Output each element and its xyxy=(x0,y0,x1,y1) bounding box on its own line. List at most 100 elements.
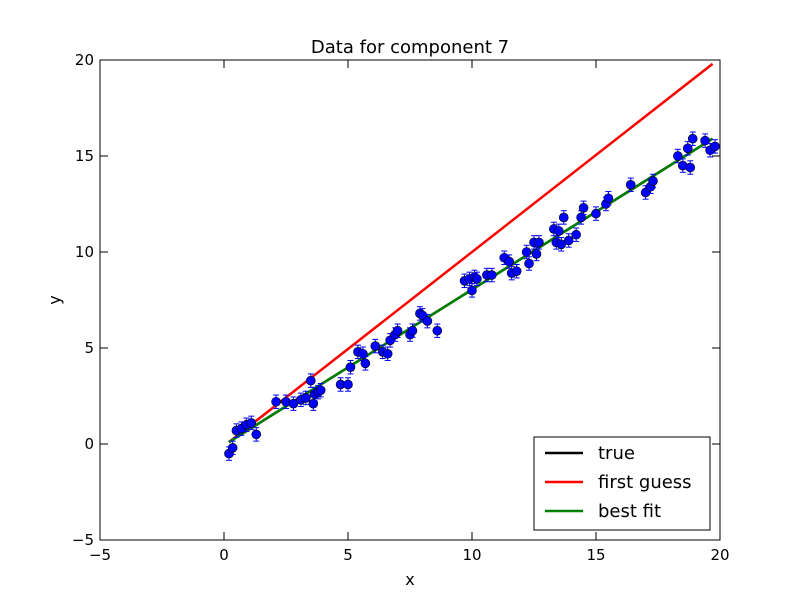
data-point xyxy=(358,346,368,361)
data-point xyxy=(603,191,614,206)
point-marker xyxy=(521,247,532,257)
point-marker xyxy=(710,141,720,152)
point-marker xyxy=(591,208,601,219)
series-lines xyxy=(228,62,714,444)
point-marker xyxy=(370,341,381,351)
point-marker xyxy=(648,176,658,186)
data-point xyxy=(345,359,356,375)
point-marker xyxy=(315,385,326,396)
point-marker xyxy=(504,256,515,267)
x-axis-ticks: −5 0 5 10 15 20 xyxy=(89,60,730,564)
y-tick-label: 20 xyxy=(75,51,94,69)
data-point xyxy=(407,323,418,338)
data-point xyxy=(382,346,393,361)
data-point xyxy=(524,256,534,271)
data-point xyxy=(673,148,683,164)
y-tick-label: 10 xyxy=(75,243,94,261)
data-point xyxy=(281,394,291,409)
point-marker xyxy=(301,393,311,403)
data-point xyxy=(343,377,353,392)
point-marker xyxy=(487,270,497,280)
data-point xyxy=(301,390,311,406)
point-marker xyxy=(343,379,353,390)
point-marker xyxy=(246,418,257,428)
x-tick-label: 15 xyxy=(586,546,605,564)
point-marker xyxy=(345,362,356,373)
data-point xyxy=(422,313,433,329)
point-marker xyxy=(511,266,522,277)
data-point xyxy=(534,235,544,250)
data-point xyxy=(271,394,281,409)
point-marker xyxy=(625,180,636,190)
data-point xyxy=(315,383,326,398)
point-marker xyxy=(422,316,433,326)
point-marker xyxy=(358,348,368,359)
x-tick-label: −5 xyxy=(89,546,111,564)
data-point xyxy=(576,210,586,225)
point-marker xyxy=(576,212,586,223)
y-tick-label: 15 xyxy=(75,147,94,165)
y-axis-label: y xyxy=(45,295,64,304)
point-marker xyxy=(271,396,281,407)
data-point xyxy=(360,356,371,371)
legend: true first guess best fit xyxy=(533,436,711,531)
chart-title: Data for component 7 xyxy=(311,37,509,58)
point-marker xyxy=(685,162,696,173)
point-marker xyxy=(432,325,443,336)
data-point xyxy=(685,160,696,175)
data-point xyxy=(251,427,262,442)
point-marker xyxy=(524,258,534,269)
legend-label-first-guess: first guess xyxy=(598,472,692,493)
point-marker xyxy=(251,429,262,440)
point-marker xyxy=(308,398,319,409)
point-marker xyxy=(682,143,693,154)
data-point xyxy=(648,173,658,189)
point-marker xyxy=(556,239,567,250)
y-tick-label: 5 xyxy=(84,339,94,357)
data-point xyxy=(571,227,581,242)
point-marker xyxy=(467,285,477,296)
series-line-first-guess xyxy=(228,62,714,444)
x-tick-label: 5 xyxy=(343,546,353,564)
point-marker xyxy=(305,375,316,386)
data-point xyxy=(370,338,381,354)
point-marker xyxy=(578,203,589,213)
point-marker xyxy=(673,151,683,161)
data-point xyxy=(432,323,443,338)
data-point xyxy=(511,263,522,279)
data-point xyxy=(472,271,482,287)
data-point xyxy=(710,139,720,154)
x-axis-label: x xyxy=(405,570,414,589)
point-marker xyxy=(392,325,403,336)
plot-frame xyxy=(99,59,721,541)
point-marker xyxy=(531,249,542,259)
legend-label-best-fit: best fit xyxy=(598,501,661,522)
data-points xyxy=(224,131,720,461)
data-point xyxy=(625,177,636,193)
data-point xyxy=(392,323,403,338)
data-point xyxy=(563,233,574,248)
point-marker xyxy=(288,398,299,409)
x-tick-label: 0 xyxy=(219,546,229,564)
point-marker xyxy=(687,133,698,144)
data-point xyxy=(288,396,299,411)
point-marker xyxy=(534,237,544,248)
point-marker xyxy=(563,235,574,246)
data-point xyxy=(687,131,698,146)
data-point xyxy=(227,440,238,456)
point-marker xyxy=(603,193,614,204)
point-marker xyxy=(558,212,569,223)
data-point xyxy=(558,210,569,225)
y-axis-ticks: −5 0 5 10 15 20 xyxy=(72,51,720,549)
legend-label-true: true xyxy=(598,443,635,464)
point-marker xyxy=(700,135,710,146)
data-point xyxy=(246,415,257,431)
point-marker xyxy=(571,229,581,240)
point-marker xyxy=(227,443,238,453)
data-point xyxy=(677,158,688,173)
point-marker xyxy=(382,348,393,359)
data-point xyxy=(556,237,567,252)
x-tick-label: 10 xyxy=(462,546,481,564)
